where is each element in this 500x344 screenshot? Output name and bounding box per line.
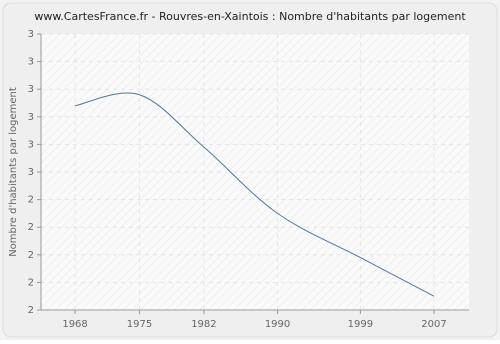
x-tick-label: 1975 — [127, 319, 152, 330]
chart-title: www.CartesFrance.fr - Rouvres-en-Xaintoi… — [34, 10, 466, 23]
y-tick-label: 3 — [28, 29, 34, 40]
y-tick-label: 3 — [28, 84, 34, 95]
y-tick-label: 3 — [28, 139, 34, 150]
y-axis-label: Nombre d'habitants par logement — [8, 87, 19, 257]
x-tick-label: 1999 — [348, 319, 373, 330]
y-tick-label: 3 — [28, 167, 34, 178]
y-tick-label: 3 — [28, 112, 34, 123]
y-tick-label: 2 — [28, 277, 34, 288]
x-tick-label: 2007 — [421, 319, 446, 330]
y-tick-label: 2 — [28, 305, 34, 316]
plot-area — [41, 34, 469, 310]
y-tick-label: 2 — [28, 195, 34, 206]
x-tick-label: 1968 — [62, 319, 87, 330]
y-tick-label: 2 — [28, 250, 34, 261]
y-tick-label: 3 — [28, 57, 34, 68]
x-tick-label: 1982 — [191, 319, 216, 330]
x-tick-label: 1990 — [265, 319, 290, 330]
y-tick-label: 2 — [28, 222, 34, 233]
line — [74, 92, 435, 297]
